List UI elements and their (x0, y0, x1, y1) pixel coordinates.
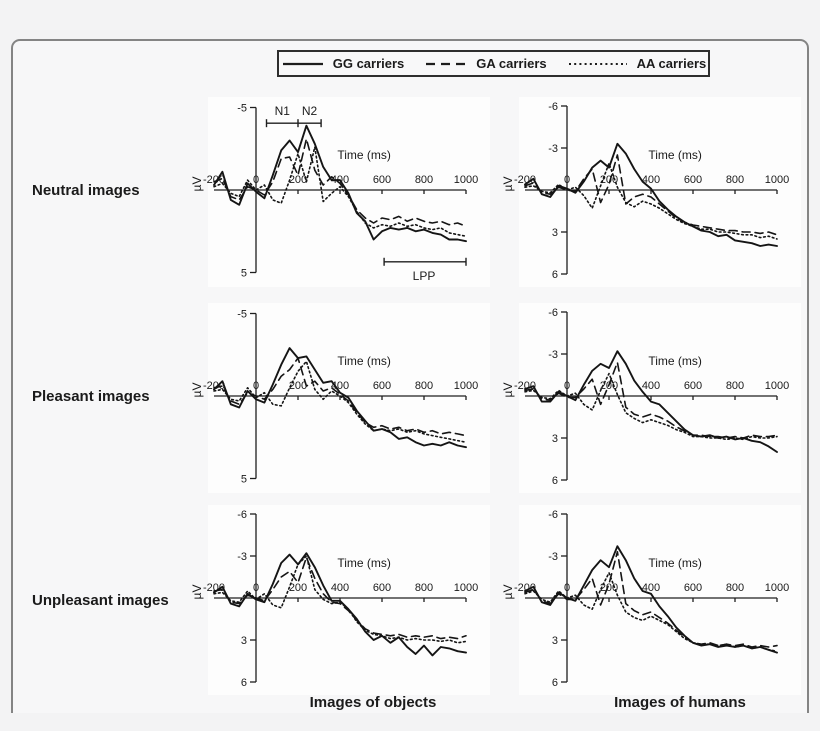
svg-text:-3: -3 (548, 349, 558, 361)
svg-text:800: 800 (726, 582, 744, 594)
svg-text:µV: µV (190, 383, 204, 398)
svg-text:400: 400 (331, 380, 349, 392)
svg-text:1000: 1000 (765, 582, 789, 594)
svg-text:600: 600 (373, 582, 391, 594)
svg-text:-6: -6 (237, 509, 247, 521)
legend-item-gg-carriers: GG carriers (281, 56, 405, 71)
svg-text:600: 600 (684, 380, 702, 392)
svg-text:0: 0 (564, 380, 570, 392)
svg-text:0: 0 (253, 582, 259, 594)
svg-text:1000: 1000 (765, 380, 789, 392)
svg-text:5: 5 (241, 474, 247, 486)
legend-item-label: GA carriers (476, 56, 547, 71)
svg-text:-200: -200 (203, 582, 225, 594)
svg-text:200: 200 (289, 174, 307, 186)
svg-text:µV: µV (501, 383, 515, 398)
svg-text:800: 800 (415, 380, 433, 392)
svg-text:Time (ms): Time (ms) (337, 148, 391, 162)
svg-text:800: 800 (415, 582, 433, 594)
svg-text:800: 800 (726, 174, 744, 186)
svg-text:400: 400 (642, 174, 660, 186)
svg-text:800: 800 (726, 380, 744, 392)
solid-line-icon (282, 62, 323, 65)
row-label-pleasant-images: Pleasant images (32, 388, 150, 405)
svg-text:µV: µV (190, 177, 204, 192)
svg-text:µV: µV (190, 585, 204, 600)
svg-text:200: 200 (600, 582, 618, 594)
svg-text:3: 3 (552, 635, 558, 647)
svg-text:400: 400 (331, 582, 349, 594)
svg-text:200: 200 (289, 380, 307, 392)
svg-text:1000: 1000 (454, 380, 478, 392)
legend-item-ga-carriers: GA carriers (424, 56, 547, 71)
svg-text:Time (ms): Time (ms) (648, 354, 702, 368)
svg-text:6: 6 (552, 677, 558, 689)
dashed-line-icon (426, 62, 467, 65)
svg-text:Time (ms): Time (ms) (337, 556, 391, 570)
svg-text:600: 600 (373, 380, 391, 392)
svg-text:-6: -6 (548, 307, 558, 319)
svg-text:N2: N2 (302, 104, 318, 118)
svg-text:0: 0 (564, 174, 570, 186)
svg-text:µV: µV (501, 585, 515, 600)
svg-text:-3: -3 (237, 551, 247, 563)
svg-text:-6: -6 (548, 101, 558, 113)
svg-text:0: 0 (564, 582, 570, 594)
svg-text:6: 6 (241, 677, 247, 689)
svg-text:400: 400 (642, 380, 660, 392)
svg-text:3: 3 (552, 227, 558, 239)
svg-text:400: 400 (642, 582, 660, 594)
svg-text:-200: -200 (514, 174, 536, 186)
svg-text:1000: 1000 (765, 174, 789, 186)
svg-text:Time (ms): Time (ms) (648, 148, 702, 162)
svg-text:LPP: LPP (413, 269, 436, 283)
dotted-line-icon (568, 62, 627, 65)
column-label-images-of-objects: Images of objects (309, 694, 437, 711)
legend-item-aa-carriers: AA carriers (567, 56, 707, 71)
svg-text:600: 600 (684, 174, 702, 186)
svg-text:-5: -5 (237, 309, 247, 321)
svg-text:Time (ms): Time (ms) (337, 354, 391, 368)
svg-text:1000: 1000 (454, 582, 478, 594)
legend-item-label: AA carriers (636, 56, 707, 71)
svg-text:3: 3 (552, 433, 558, 445)
svg-text:-3: -3 (548, 551, 558, 563)
row-label-unpleasant-images: Unpleasant images (32, 592, 169, 609)
svg-text:6: 6 (552, 475, 558, 487)
legend-box: GG carriers GA carriers AA carriers (277, 50, 710, 77)
column-label-images-of-humans: Images of humans (614, 694, 746, 711)
svg-text:6: 6 (552, 269, 558, 281)
svg-text:µV: µV (501, 177, 515, 192)
svg-text:3: 3 (241, 635, 247, 647)
svg-text:600: 600 (684, 582, 702, 594)
erp-plot-unpleasant-objects: -6 -3 3 6 -200 0 200 400 600 800 1000 Time (ms) µV (190, 505, 490, 695)
svg-text:-3: -3 (548, 143, 558, 155)
row-label-neutral-images: Neutral images (32, 182, 140, 199)
svg-text:0: 0 (253, 380, 259, 392)
svg-text:-6: -6 (548, 509, 558, 521)
svg-text:N1: N1 (275, 104, 291, 118)
svg-text:1000: 1000 (454, 174, 478, 186)
svg-text:600: 600 (373, 174, 391, 186)
svg-text:0: 0 (253, 174, 259, 186)
svg-text:800: 800 (415, 174, 433, 186)
svg-text:-5: -5 (237, 103, 247, 115)
svg-text:200: 200 (289, 582, 307, 594)
svg-text:5: 5 (241, 268, 247, 280)
legend-item-label: GG carriers (332, 56, 405, 71)
svg-text:Time (ms): Time (ms) (648, 556, 702, 570)
